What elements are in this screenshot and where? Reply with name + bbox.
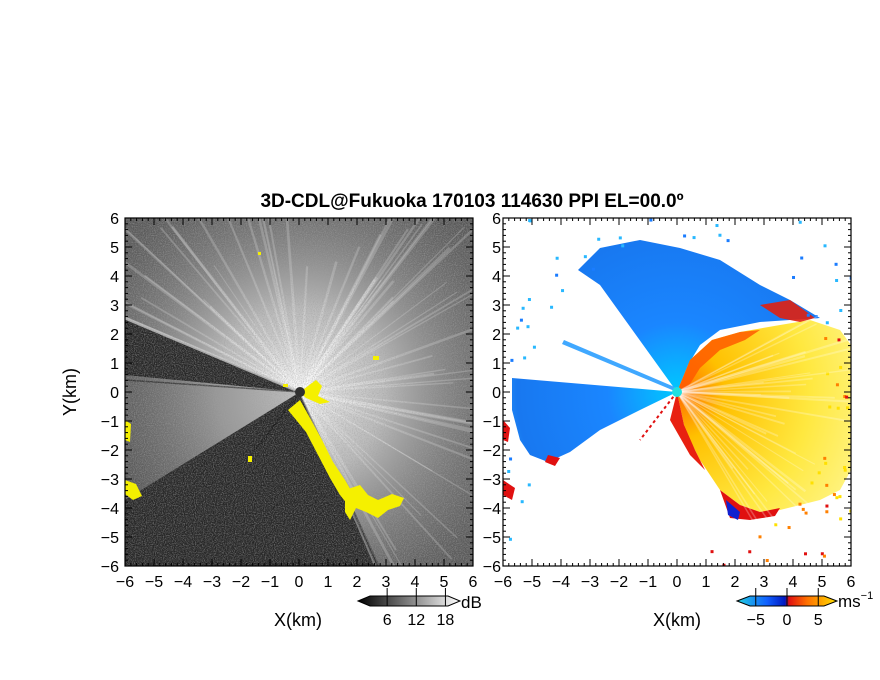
y-tick-label: −2 — [483, 443, 501, 460]
x-tick-label: 1 — [324, 574, 333, 591]
right-colorbar-unit: ms−1 — [838, 590, 873, 611]
x-tick-label: 5 — [440, 574, 449, 591]
x-tick-label: −3 — [581, 574, 599, 591]
y-tick-label: −1 — [483, 414, 501, 431]
x-tick-label: 3 — [760, 574, 769, 591]
x-tick-label: −4 — [552, 574, 570, 591]
x-tick-label: 3 — [382, 574, 391, 591]
y-tick-label: −4 — [483, 501, 501, 518]
left-colorbar: 6 12 18 dB — [356, 588, 482, 629]
y-tick-label: −6 — [101, 559, 119, 576]
right-nw-beam — [562, 340, 677, 392]
colorbar-tick-label: −5 — [747, 612, 765, 629]
x-tick-label: 6 — [847, 574, 856, 591]
right-speckle — [507, 218, 851, 566]
x-tick-label: −6 — [116, 574, 134, 591]
y-tick-label: −3 — [483, 472, 501, 489]
y-tick-label: 4 — [492, 269, 501, 286]
y-tick-label: 5 — [492, 240, 501, 257]
x-tick-label: 2 — [353, 574, 362, 591]
y-tick-label: 1 — [110, 356, 119, 373]
left-colorbar-unit: dB — [461, 593, 482, 612]
right-axes: −6 −5 −4 −3 −2 −1 0 1 2 3 4 5 6 6 5 4 3 2 1 0 −1 −2 −3 −4 −5 −6 — [483, 211, 856, 591]
y-tick-label: −6 — [483, 559, 501, 576]
right-x-axis-label: X(km) — [653, 610, 701, 630]
x-tick-label: −4 — [174, 574, 192, 591]
y-tick-label: 3 — [110, 298, 119, 315]
x-tick-label: 4 — [789, 574, 798, 591]
y-tick-label: 2 — [492, 327, 501, 344]
y-tick-label: 6 — [492, 211, 501, 228]
left-x-axis-label: X(km) — [274, 610, 322, 630]
y-tick-label: −4 — [101, 501, 119, 518]
x-tick-label: 5 — [818, 574, 827, 591]
right-warm-region — [677, 320, 851, 512]
left-echo-mask — [125, 252, 404, 520]
colorbar-tick-label: 5 — [814, 612, 823, 629]
y-tick-label: 3 — [492, 298, 501, 315]
y-tick-label: −1 — [101, 414, 119, 431]
y-tick-label: −3 — [101, 472, 119, 489]
colorbar-tick-label: 12 — [407, 612, 425, 629]
x-tick-label: −6 — [494, 574, 512, 591]
x-tick-label: −5 — [523, 574, 541, 591]
y-tick-label: 1 — [492, 356, 501, 373]
left-colorbar-ticks: 6 12 18 — [383, 588, 455, 629]
x-tick-label: −5 — [145, 574, 163, 591]
x-tick-label: −2 — [232, 574, 250, 591]
right-panel: −6 −5 −4 −3 −2 −1 0 1 2 3 4 5 6 6 5 4 3 2 1 0 −1 −2 −3 −4 −5 −6 — [483, 211, 856, 591]
x-tick-label: −2 — [610, 574, 628, 591]
x-tick-label: 2 — [731, 574, 740, 591]
right-cool-region — [578, 240, 820, 392]
left-y-axis-label: Y(km) — [60, 368, 80, 416]
right-radial-streaks — [676, 312, 851, 562]
colorbar-tick-label: 0 — [783, 612, 792, 629]
right-colorbar-ticks: −5 0 5 — [747, 588, 823, 629]
x-tick-label: −3 — [203, 574, 221, 591]
x-tick-label: −1 — [639, 574, 657, 591]
y-tick-label: 2 — [110, 327, 119, 344]
x-tick-label: 6 — [469, 574, 478, 591]
y-tick-label: −5 — [483, 530, 501, 547]
colorbar-tick-label: 6 — [383, 612, 392, 629]
y-tick-label: 0 — [110, 385, 119, 402]
chart-title: 3D-CDL@Fukuoka 170103 114630 PPI EL=00.0… — [260, 191, 683, 212]
right-colorbar: −5 0 5 ms−1 — [735, 588, 873, 629]
x-tick-label: 0 — [295, 574, 304, 591]
right-colorbar-unit-exponent: −1 — [861, 590, 874, 602]
left-axes: −6 −5 −4 −3 −2 −1 0 1 2 3 4 5 6 6 5 4 3 2 1 0 −1 −2 −3 −4 −5 −6 — [101, 211, 478, 591]
y-tick-label: 6 — [110, 211, 119, 228]
y-tick-label: 5 — [110, 240, 119, 257]
right-heatmap — [503, 218, 851, 566]
left-panel: −6 −5 −4 −3 −2 −1 0 1 2 3 4 5 6 6 5 4 3 2 1 0 −1 −2 −3 −4 −5 −6 — [101, 211, 478, 591]
x-tick-label: 0 — [673, 574, 682, 591]
x-tick-label: 1 — [702, 574, 711, 591]
colorbar-tick-label: 18 — [437, 612, 455, 629]
left-colorbar-bar — [356, 595, 462, 607]
right-west-sector — [512, 378, 677, 462]
left-heatmap — [125, 218, 473, 566]
x-tick-label: −1 — [261, 574, 279, 591]
x-tick-label: 4 — [411, 574, 420, 591]
y-tick-label: −5 — [101, 530, 119, 547]
y-tick-label: 0 — [492, 385, 501, 402]
y-tick-label: −2 — [101, 443, 119, 460]
y-tick-label: 4 — [110, 269, 119, 286]
